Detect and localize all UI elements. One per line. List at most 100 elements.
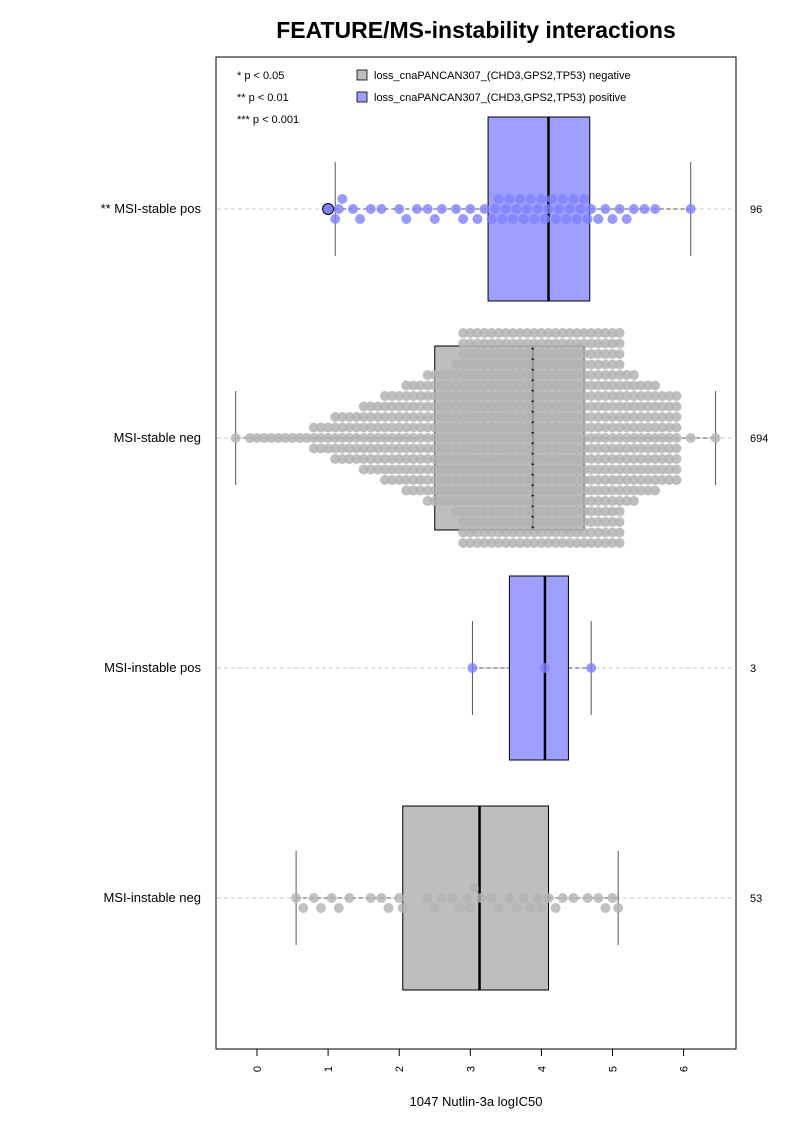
data-point xyxy=(643,443,654,454)
data-point xyxy=(571,328,582,338)
data-point xyxy=(397,903,408,913)
data-point xyxy=(600,485,611,496)
data-point xyxy=(557,538,568,548)
data-point xyxy=(579,475,590,485)
data-point xyxy=(529,485,540,496)
data-point xyxy=(586,485,597,496)
data-point xyxy=(543,464,554,475)
data-point xyxy=(451,496,462,506)
data-point xyxy=(358,401,369,412)
x-tick-label: 1 xyxy=(323,1066,335,1072)
data-point xyxy=(571,506,582,517)
data-point xyxy=(486,485,497,496)
data-point xyxy=(379,412,390,422)
data-point xyxy=(372,401,383,412)
data-point xyxy=(586,517,597,527)
data-point xyxy=(365,433,376,443)
data-point xyxy=(575,204,586,214)
data-point xyxy=(522,349,533,359)
data-point xyxy=(422,475,433,485)
data-point xyxy=(330,422,341,433)
data-point xyxy=(493,443,504,454)
data-point xyxy=(586,401,597,412)
data-point xyxy=(664,433,675,443)
data-point xyxy=(383,903,394,913)
data-point xyxy=(479,506,490,517)
data-point xyxy=(486,527,497,538)
data-point xyxy=(564,485,575,496)
data-point xyxy=(664,464,675,475)
data-point xyxy=(479,475,490,485)
data-point xyxy=(529,496,540,506)
data-point xyxy=(607,391,618,401)
data-point xyxy=(500,370,511,380)
data-point xyxy=(465,338,476,349)
data-point xyxy=(507,412,518,422)
data-point xyxy=(571,401,582,412)
data-point xyxy=(557,496,568,506)
data-point xyxy=(472,506,483,517)
data-point xyxy=(550,464,561,475)
data-point xyxy=(415,422,426,433)
data-point xyxy=(472,485,483,496)
data-point xyxy=(614,412,625,422)
data-point xyxy=(458,422,469,433)
data-point xyxy=(685,433,696,443)
x-tick-label: 3 xyxy=(465,1066,477,1072)
data-point xyxy=(443,370,454,380)
data-point xyxy=(621,412,632,422)
data-point xyxy=(486,214,497,224)
data-point xyxy=(529,391,540,401)
data-point xyxy=(315,903,326,913)
data-point xyxy=(550,496,561,506)
data-point xyxy=(486,475,497,485)
data-point xyxy=(376,204,387,214)
data-point xyxy=(628,485,639,496)
data-point xyxy=(500,475,511,485)
significance-legend: * p < 0.05 ** p < 0.01 *** p < 0.001 xyxy=(237,70,299,126)
data-point xyxy=(415,401,426,412)
data-point xyxy=(657,475,668,485)
data-point xyxy=(621,496,632,506)
data-point xyxy=(436,391,447,401)
data-point xyxy=(365,204,376,214)
data-point xyxy=(536,380,547,391)
data-point xyxy=(543,538,554,548)
data-point xyxy=(650,401,661,412)
data-point xyxy=(500,401,511,412)
data-point xyxy=(571,538,582,548)
data-point xyxy=(429,214,440,224)
data-point xyxy=(429,496,440,506)
data-point xyxy=(522,401,533,412)
data-point xyxy=(550,538,561,548)
data-point xyxy=(365,401,376,412)
data-point xyxy=(635,454,646,464)
data-point xyxy=(465,370,476,380)
data-point xyxy=(600,443,611,454)
data-point xyxy=(522,506,533,517)
data-point xyxy=(379,422,390,433)
data-point xyxy=(657,433,668,443)
data-point xyxy=(472,496,483,506)
sig-legend-1: * p < 0.05 xyxy=(237,70,284,82)
data-point xyxy=(557,401,568,412)
data-point xyxy=(628,380,639,391)
data-point xyxy=(529,349,540,359)
data-point xyxy=(557,412,568,422)
data-point xyxy=(579,328,590,338)
data-point xyxy=(568,893,579,903)
data-point xyxy=(504,194,515,204)
data-point xyxy=(451,359,462,370)
data-point xyxy=(600,517,611,527)
data-point xyxy=(443,454,454,464)
data-point xyxy=(586,359,597,370)
data-point xyxy=(365,893,376,903)
data-point xyxy=(543,391,554,401)
data-point xyxy=(358,422,369,433)
data-point xyxy=(571,359,582,370)
data-point xyxy=(635,422,646,433)
data-point xyxy=(458,412,469,422)
data-point xyxy=(539,663,550,673)
data-point xyxy=(355,214,366,224)
data-point xyxy=(650,380,661,391)
